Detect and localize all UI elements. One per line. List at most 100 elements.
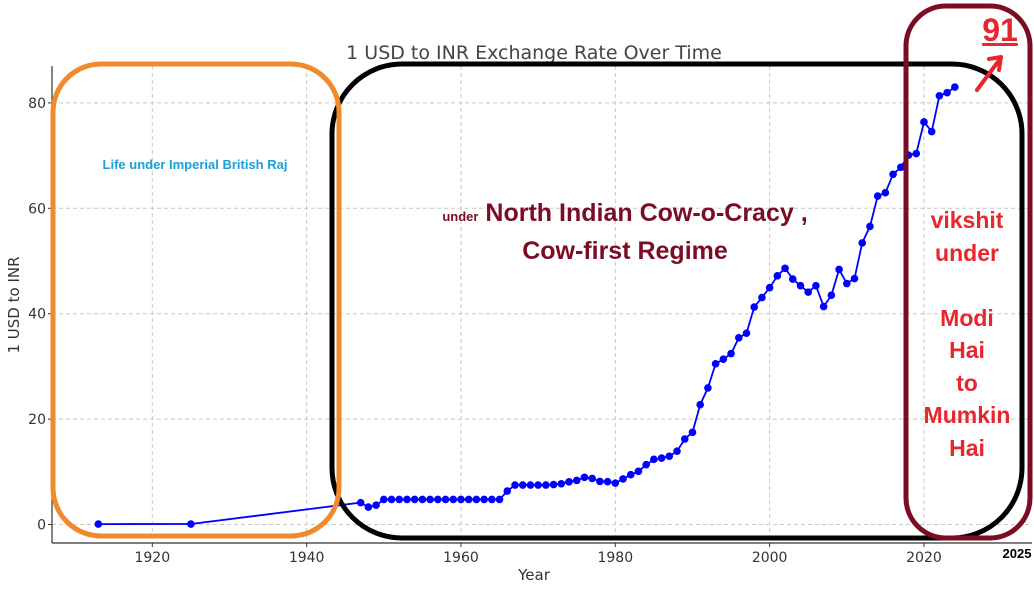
data-point [457, 495, 465, 504]
data-point [534, 481, 542, 489]
data-point [441, 495, 450, 504]
data-point [364, 503, 373, 511]
chart-title: 1 USD to INR Exchange Rate Over Time [346, 42, 722, 64]
vikshit-line-1: vikshit [930, 207, 1004, 233]
data-point [788, 275, 797, 283]
data-point [943, 88, 951, 97]
data-point [472, 495, 481, 504]
data-point [603, 477, 612, 486]
data-point [187, 520, 195, 528]
data-point [866, 222, 874, 231]
regime-main-line-2: Cow-first Regime [522, 237, 728, 265]
regime-main-line-1: North Indian Cow-o-Cracy , [485, 199, 808, 227]
axes [51, 66, 1032, 544]
data-point [611, 479, 620, 487]
data-point [750, 303, 759, 311]
data-point [951, 83, 959, 91]
x-tick-label: 2000 [752, 550, 788, 566]
data-point [549, 480, 558, 489]
grid-lines [52, 66, 1032, 543]
data-point [626, 470, 635, 479]
data-point [518, 481, 527, 489]
data-point [889, 170, 897, 179]
vikshit-line-4: Hai [949, 337, 985, 363]
data-point [796, 281, 805, 290]
data-point [850, 274, 859, 283]
data-point [542, 481, 550, 489]
data-point [503, 487, 512, 495]
x-tick-label: 1980 [597, 550, 633, 566]
data-point [526, 481, 535, 489]
data-point [657, 454, 666, 462]
data-point [912, 149, 921, 158]
data-point [434, 495, 442, 504]
data-point [565, 478, 573, 486]
data-point [673, 447, 681, 455]
data-point [580, 473, 589, 482]
regime-note: under North Indian Cow-o-Cracy , Cow-fir… [405, 196, 845, 269]
y-tick-label: 80 [28, 96, 46, 112]
data-point [418, 495, 427, 504]
data-point [372, 501, 380, 510]
data-point [395, 495, 404, 504]
data-series [94, 83, 959, 528]
y-ticks: 0 20 40 60 80 [28, 96, 52, 534]
y-tick-label: 0 [37, 518, 46, 534]
data-point [742, 329, 751, 337]
regime-small-label: under [442, 209, 479, 224]
data-point [596, 477, 604, 486]
data-point [827, 291, 836, 300]
vikshit-line-3: Modi [940, 304, 994, 331]
data-point [380, 495, 388, 504]
data-point [711, 360, 720, 368]
x-tick-label: 1960 [443, 550, 479, 566]
data-point [835, 265, 843, 274]
data-point [488, 495, 496, 504]
x-ticks: 1920 1940 1960 1980 2000 2020 [134, 543, 942, 566]
data-point [619, 475, 627, 483]
data-point [765, 283, 774, 292]
data-point [719, 355, 728, 364]
data-point [758, 293, 766, 302]
data-point [449, 495, 458, 504]
data-point [634, 467, 643, 476]
data-point [650, 455, 658, 464]
data-point [403, 495, 411, 504]
data-point [464, 495, 473, 504]
vikshit-line-6: Mumkin [923, 402, 1011, 428]
data-point [688, 428, 697, 437]
data-point [881, 188, 890, 197]
data-point [920, 118, 928, 126]
data-point [704, 384, 712, 392]
data-point [642, 460, 650, 469]
data-point [819, 302, 828, 311]
vikshit-line-5: to [956, 369, 978, 396]
data-point [734, 334, 743, 342]
data-point [387, 495, 396, 504]
data-point [696, 400, 704, 409]
data-point [781, 264, 789, 273]
data-point [873, 192, 882, 200]
data-point [511, 481, 519, 489]
arrow-icon [975, 55, 1003, 92]
data-point [927, 127, 936, 136]
y-tick-label: 20 [28, 412, 46, 428]
vikshit-note: vikshit under Modi Hai to Mumkin Hai [905, 204, 1029, 464]
y-axis-label: 1 USD to INR [5, 256, 23, 353]
data-point [858, 239, 867, 247]
data-point [588, 474, 596, 483]
data-point [812, 281, 820, 290]
data-point [94, 520, 103, 528]
x-tick-label: 2020 [906, 550, 942, 566]
vikshit-spacer [905, 269, 1029, 302]
x-tick-label: 1940 [289, 550, 325, 566]
data-point [773, 272, 782, 280]
data-point [480, 495, 488, 504]
data-point [495, 495, 504, 504]
data-point [843, 279, 851, 288]
data-point [680, 435, 689, 443]
vikshit-line-2: under [935, 239, 999, 266]
data-point [897, 163, 905, 172]
value-91-label: 91 [982, 12, 1018, 48]
